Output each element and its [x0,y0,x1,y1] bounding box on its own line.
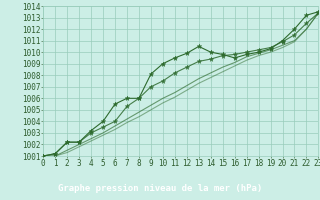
Text: Graphe pression niveau de la mer (hPa): Graphe pression niveau de la mer (hPa) [58,184,262,193]
